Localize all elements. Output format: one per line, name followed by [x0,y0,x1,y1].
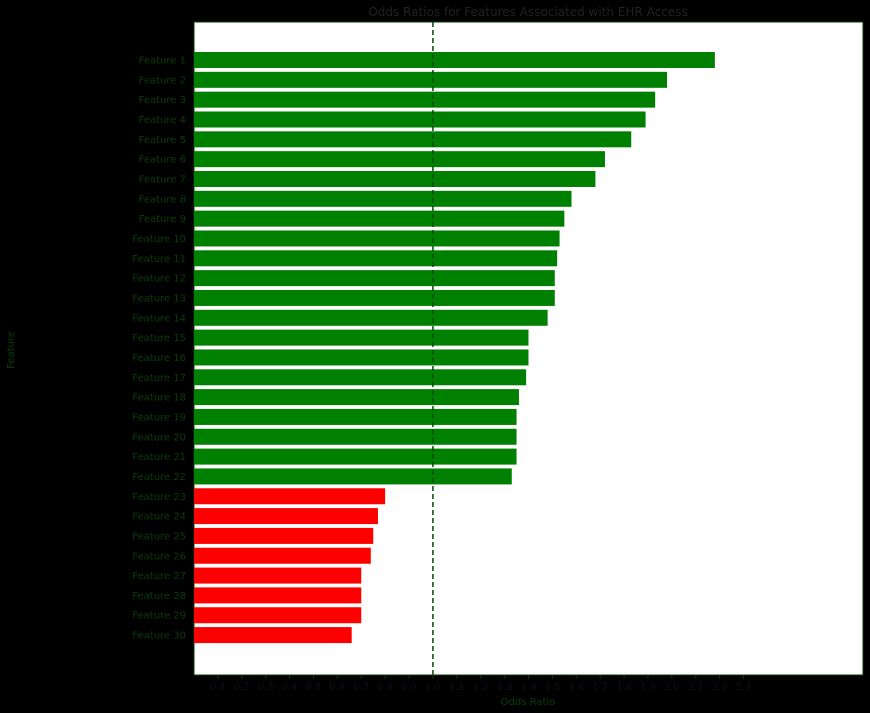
bar-7 [194,170,596,187]
category-label-14: Feature 14 [132,313,186,324]
chart-title: Odds Ratios for Features Associated with… [368,5,687,19]
x-tick-label-4: 0.4 [282,682,298,693]
bar-6 [194,151,605,168]
bar-1 [194,52,715,68]
x-tick-label-12: 1.2 [473,682,489,693]
bar-17 [194,369,527,386]
category-label-17: Feature 17 [132,373,186,384]
category-labels-group: Feature 1 Feature 2 Feature 3 Feature 4 Feat… [132,56,186,642]
x-tick-label-19: 1.9 [640,682,656,693]
bar-22 [194,468,512,485]
category-label-20: Feature 20 [132,432,186,443]
category-label-24: Feature 24 [132,512,186,523]
bars-group [194,52,715,644]
x-tick-label-16: 1.6 [568,682,584,693]
category-label-13: Feature 13 [132,293,186,304]
x-ticks-group: 0.1 0.2 0.3 0.4 0.5 0.6 0.7 0.8 0.9 1.0 1.1 1.2 1.3 1… [210,675,752,693]
x-axis-label: Odds Ratio [501,697,556,708]
x-tick-label-5: 0.5 [306,682,322,693]
bar-30 [194,627,352,644]
bar-2 [194,71,668,88]
category-label-23: Feature 23 [132,492,186,503]
x-tick-label-3: 0.3 [258,682,274,693]
x-tick-label-6: 0.6 [329,682,345,693]
category-label-25: Feature 25 [132,531,186,542]
x-tick-label-18: 1.8 [616,682,632,693]
category-label-15: Feature 15 [132,333,186,344]
category-label-19: Feature 19 [132,412,186,423]
x-tick-label-22: 2.2 [712,682,728,693]
bar-4 [194,111,646,128]
category-label-9: Feature 9 [139,214,186,225]
x-tick-label-7: 0.7 [353,682,369,693]
category-label-4: Feature 4 [139,115,186,126]
category-label-22: Feature 22 [132,472,186,483]
y-axis-label: Feature [6,331,17,369]
category-label-26: Feature 26 [132,551,186,562]
bar-5 [194,131,632,148]
x-tick-label-11: 1.1 [449,682,465,693]
category-label-28: Feature 28 [132,591,186,602]
category-label-7: Feature 7 [139,174,186,185]
bar-10 [194,230,560,247]
x-tick-label-20: 2.0 [664,682,680,693]
bar-20 [194,428,517,445]
category-label-5: Feature 5 [139,135,186,146]
category-label-30: Feature 30 [132,631,186,642]
category-label-2: Feature 2 [139,75,186,86]
bar-21 [194,448,517,465]
x-tick-label-23: 2.3 [736,682,752,693]
category-label-18: Feature 18 [132,393,186,404]
bar-18 [194,389,519,406]
bar-23 [194,488,386,505]
category-label-10: Feature 10 [132,234,186,245]
x-tick-label-17: 1.7 [592,682,608,693]
bar-29 [194,607,362,624]
bar-16 [194,349,529,366]
x-tick-label-15: 1.5 [544,682,560,693]
category-label-8: Feature 8 [139,194,186,205]
category-label-29: Feature 29 [132,611,186,622]
bar-25 [194,527,374,544]
bar-28 [194,587,362,604]
bar-14 [194,309,548,326]
category-label-6: Feature 6 [139,155,186,166]
category-label-21: Feature 21 [132,452,186,463]
bar-12 [194,270,555,287]
bar-27 [194,567,362,584]
category-label-12: Feature 12 [132,274,186,285]
x-tick-label-8: 0.8 [377,682,393,693]
category-label-1: Feature 1 [139,56,186,67]
bar-13 [194,289,555,306]
bar-3 [194,91,656,108]
category-label-11: Feature 11 [132,254,186,265]
category-label-16: Feature 16 [132,353,186,364]
bar-19 [194,408,517,425]
x-tick-label-13: 1.3 [497,682,513,693]
category-label-27: Feature 27 [132,571,186,582]
x-tick-label-1: 0.1 [210,682,226,693]
bar-11 [194,250,558,267]
x-tick-label-2: 0.2 [234,682,250,693]
bar-8 [194,190,572,207]
bar-26 [194,547,371,564]
category-label-3: Feature 3 [139,95,186,106]
x-tick-label-10: 1.0 [425,682,441,693]
bar-24 [194,508,378,525]
x-tick-label-21: 2.1 [688,682,704,693]
x-tick-label-9: 0.9 [401,682,417,693]
x-tick-label-14: 1.4 [521,682,537,693]
plot-area [193,21,864,676]
bar-15 [194,329,529,346]
bar-9 [194,210,565,227]
